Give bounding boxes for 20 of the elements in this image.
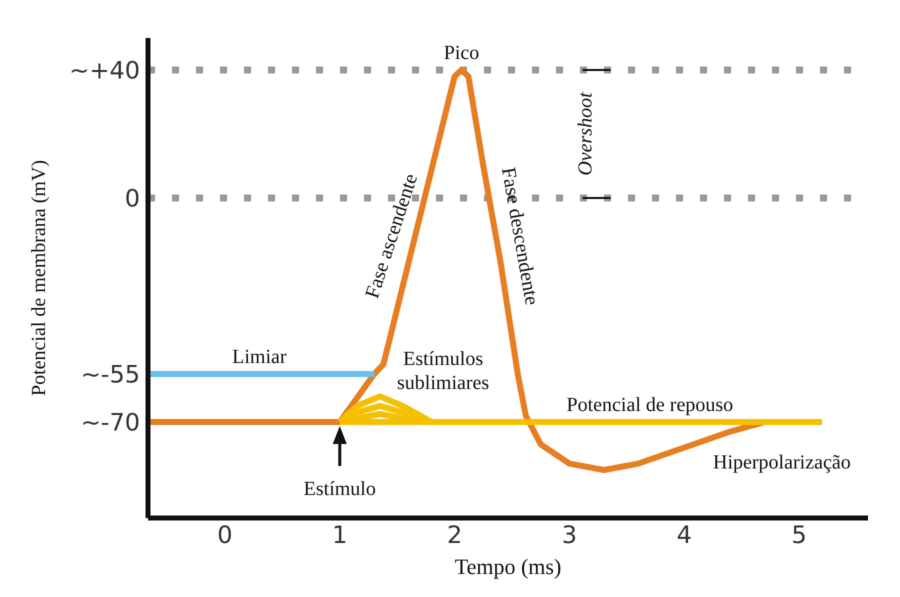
- x-tick-label: 3: [562, 521, 578, 550]
- x-tick-label: 1: [332, 521, 348, 550]
- x-tick-label: 0: [217, 521, 233, 550]
- annotation: Potencial de repouso: [566, 394, 734, 416]
- annotation: Estímulo: [304, 478, 376, 500]
- y-tick-label: 0: [124, 184, 140, 213]
- annotation: Hiperpolarização: [713, 451, 851, 474]
- x-tick-label: 4: [676, 521, 692, 550]
- annotation: Pico: [444, 42, 480, 64]
- x-tick-label: 2: [446, 521, 462, 550]
- x-tick-label: 5: [791, 521, 807, 550]
- x-axis-title: Tempo (ms): [454, 554, 562, 579]
- annotation: Overshoot: [574, 92, 596, 176]
- annotation: Limiar: [232, 346, 287, 368]
- y-axis-title: Potencial de membrana (mV): [28, 160, 50, 396]
- annotation: Estímulos sublimiares: [397, 348, 490, 394]
- annotation: Fase descendente: [497, 166, 544, 307]
- y-tick-label: ~+40: [69, 56, 140, 85]
- y-tick-label: ~-70: [80, 408, 140, 437]
- y-tick-label: ~-55: [80, 360, 140, 389]
